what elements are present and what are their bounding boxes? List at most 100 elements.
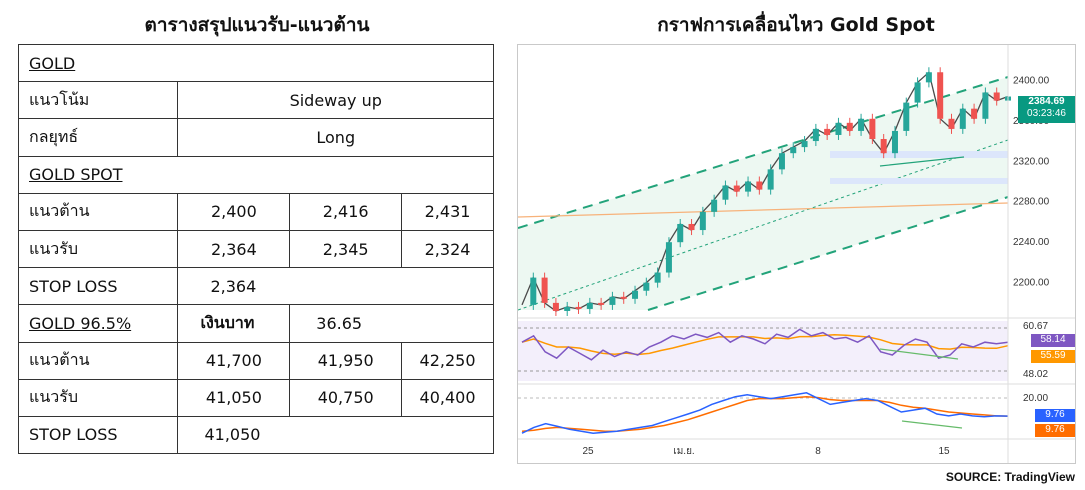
price-tick-label: 2320.00 — [1013, 156, 1050, 167]
candle — [801, 141, 808, 148]
candle — [745, 181, 752, 192]
spot-support-label: แนวรับ — [17, 229, 179, 269]
zone-upper — [830, 151, 1008, 158]
candle — [665, 242, 672, 273]
channel-mid-line — [518, 139, 1009, 311]
chart-canvas[interactable]: 2400.002360.002320.002280.002240.002200.… — [518, 45, 1075, 463]
table-row: แนวโน้ม Sideway up — [17, 81, 494, 120]
thai-resistance-3: 42,250 — [401, 341, 494, 380]
rsi-series — [521, 328, 1009, 361]
spot-resistance-3: 2,431 — [401, 192, 494, 231]
table-row: STOP LOSS 41,050 — [17, 415, 494, 455]
candle — [925, 72, 932, 83]
thai-resistance-2: 41,950 — [289, 341, 403, 380]
spot-resistance-label: แนวต้าน — [17, 192, 179, 231]
candle — [812, 128, 819, 142]
price-tick-label: 2280.00 — [1013, 197, 1050, 208]
macd-series — [521, 392, 1009, 434]
table-row: แนวรับ 41,050 40,750 40,400 — [17, 378, 494, 417]
rsi-value-tag: 58.14 — [1031, 334, 1075, 347]
candle — [937, 72, 944, 119]
gold-spot-chart[interactable]: 2400.002360.002320.002280.002240.002200.… — [517, 44, 1076, 464]
candle — [903, 102, 910, 131]
channel-upper-line — [518, 76, 1009, 229]
candle — [914, 82, 921, 103]
candle — [846, 122, 853, 131]
macd-value-tag: 9.76 — [1035, 409, 1075, 422]
rsi-ma-value-tag: 55.59 — [1031, 350, 1075, 363]
candle — [982, 92, 989, 119]
baht-label: เงินบาท — [177, 304, 291, 343]
time-tick-label: เม.ย. — [673, 446, 694, 457]
last-price: 2384.69 — [1028, 96, 1065, 107]
source-credit: SOURCE: TradingView — [945, 470, 1075, 484]
spot-resistance-2: 2,416 — [289, 192, 403, 231]
candle — [756, 181, 763, 190]
candle — [767, 169, 774, 190]
thai-support-label: แนวรับ — [17, 378, 179, 417]
table-row: กลยุทธ์ Long — [17, 118, 494, 157]
ma-line — [518, 202, 1009, 218]
trend-label: แนวโน้ม — [17, 81, 179, 120]
trend-value: Sideway up — [177, 81, 494, 120]
rsi-ma-series — [521, 333, 1009, 356]
strategy-label: กลยุทธ์ — [17, 118, 179, 157]
candle — [552, 302, 559, 311]
spot-resistance-1: 2,400 — [177, 192, 291, 231]
candle — [541, 277, 548, 303]
candle — [891, 130, 898, 154]
thai-support-1: 41,050 — [177, 378, 291, 417]
thai-resistance-label: แนวต้าน — [17, 341, 179, 380]
spot-support-3: 2,324 — [401, 229, 494, 269]
candle — [722, 185, 729, 200]
candle — [959, 108, 966, 129]
price-tick-label: 2200.00 — [1013, 278, 1050, 289]
table-row: แนวต้าน 2,400 2,416 2,431 — [17, 192, 494, 231]
candle — [733, 185, 740, 192]
candle — [586, 302, 593, 309]
macd-tick: 20.00 — [1023, 393, 1048, 404]
spot-stoploss-value: 2,364 — [177, 267, 494, 306]
price-tick-label: 2400.00 — [1013, 75, 1050, 86]
time-tick-label: 8 — [815, 446, 821, 457]
candle — [530, 277, 537, 305]
countdown: 03:23:46 — [1027, 108, 1066, 119]
price-tick-label: 2240.00 — [1013, 237, 1050, 248]
spot-support-2: 2,345 — [289, 229, 403, 269]
rsi-tick-upper: 60.67 — [1023, 321, 1048, 332]
spot-support-1: 2,364 — [177, 229, 291, 269]
table-row: GOLD — [18, 43, 494, 83]
summary-table: GOLD แนวโน้ม Sideway up กลยุทธ์ Long GOL… — [17, 43, 494, 455]
candle — [564, 306, 571, 311]
candle — [880, 139, 887, 154]
signal-value-tag: 9.76 — [1035, 424, 1075, 437]
candle — [699, 211, 706, 231]
macd-pane[interactable] — [518, 387, 1008, 437]
rsi-divergence-line — [879, 348, 959, 360]
candle — [654, 272, 661, 283]
candle — [993, 92, 1000, 101]
baht-value: 36.65 — [289, 304, 494, 343]
time-tick-label: 15 — [938, 446, 950, 457]
candle — [677, 223, 684, 243]
candle — [948, 118, 955, 129]
candle — [598, 302, 605, 305]
candle — [620, 296, 627, 299]
candle — [790, 147, 797, 154]
thai-stoploss-label: STOP LOSS — [17, 415, 179, 455]
zone-lower — [830, 178, 1008, 184]
last-price-tag: 2384.69 03:23:46 — [1018, 96, 1075, 123]
candle — [632, 290, 639, 299]
gold-header: GOLD — [18, 43, 494, 83]
support-trendline — [879, 156, 965, 167]
thai-resistance-1: 41,700 — [177, 341, 291, 380]
summary-table-title: ตารางสรุปแนวรับ-แนวต้าน — [144, 14, 370, 36]
candle — [575, 306, 582, 309]
candle — [858, 118, 865, 131]
candle — [688, 223, 695, 231]
table-row: GOLD 96.5% เงินบาท 36.65 — [17, 304, 494, 343]
spot-stoploss-label: STOP LOSS — [17, 267, 179, 306]
thai-support-3: 40,400 — [401, 378, 494, 417]
table-row: แนวต้าน 41,700 41,950 42,250 — [17, 341, 494, 380]
candle — [869, 118, 876, 140]
